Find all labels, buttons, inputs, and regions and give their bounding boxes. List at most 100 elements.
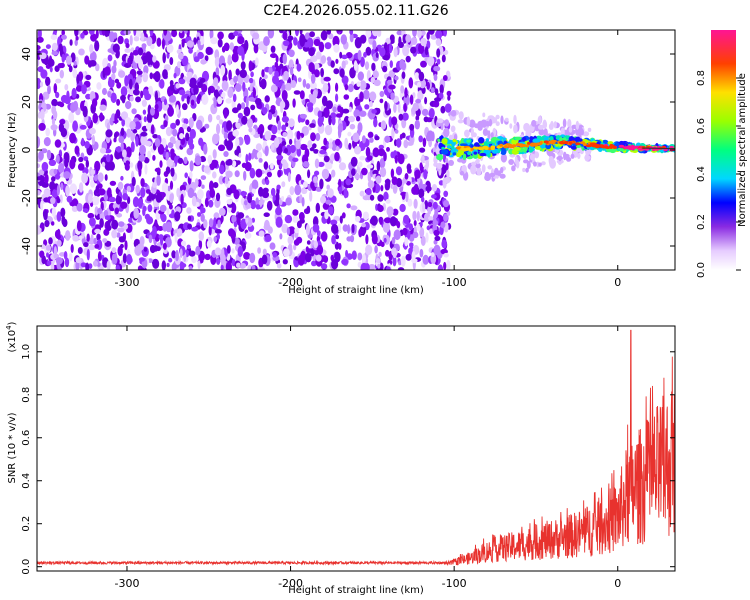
noise-blob (363, 51, 367, 58)
noise-blob (46, 149, 52, 160)
noise-blob (133, 89, 140, 96)
noise-blob (225, 98, 232, 104)
noise-blob (357, 71, 364, 81)
signal-core (570, 145, 577, 150)
noise-blob (435, 30, 443, 39)
noise-blob (93, 237, 97, 245)
y-tick-label: -40 (20, 237, 33, 255)
signal-peak (474, 146, 480, 150)
noise-blob (404, 237, 409, 247)
signal-halo (468, 119, 476, 128)
noise-blob (87, 193, 93, 204)
noise-blob (258, 230, 265, 237)
noise-blob (337, 123, 344, 133)
noise-blob (377, 194, 384, 202)
noise-blob (325, 199, 332, 205)
noise-blob (235, 83, 242, 92)
y-tick-label: 0.6 (21, 430, 32, 446)
colorbar: 0.0 0.2 0.4 0.6 0.8 Normalized spectral ampl… (696, 30, 748, 278)
noise-blob (409, 123, 415, 131)
noise-blob (288, 118, 295, 128)
noise-blob (197, 51, 204, 60)
noise-blob (307, 169, 311, 179)
noise-blob (397, 267, 405, 270)
noise-blob (330, 60, 335, 68)
noise-blob (37, 66, 44, 73)
noise-blob (273, 137, 280, 149)
noise-blob (333, 43, 340, 53)
noise-blob (48, 237, 53, 245)
noise-blob (148, 191, 153, 202)
noise-blob (398, 36, 402, 46)
noise-blob (308, 93, 313, 100)
noise-blob (120, 201, 128, 209)
noise-blob (152, 258, 160, 269)
noise-blob (98, 188, 106, 196)
noise-blob (347, 131, 352, 137)
noise-blob (371, 234, 378, 245)
noise-blob (335, 113, 343, 118)
noise-blob (90, 33, 98, 42)
y-tick-label: 1.0 (21, 344, 32, 360)
signal-peak (579, 141, 586, 145)
noise-blob (65, 154, 70, 164)
noise-blob (116, 232, 121, 238)
signal-halo (466, 116, 471, 127)
signal-peak (559, 141, 566, 145)
signal-halo (509, 123, 513, 129)
noise-blob (68, 252, 73, 262)
signal-core (528, 147, 534, 153)
noise-blob (270, 143, 275, 151)
noise-blob (237, 112, 243, 119)
noise-blob (134, 55, 142, 64)
noise-blob (264, 234, 272, 242)
noise-blob (309, 123, 316, 128)
noise-blob (104, 174, 108, 181)
noise-blob (41, 161, 49, 172)
signal-halo (500, 167, 504, 174)
noise-blob (341, 212, 346, 219)
noise-blob (412, 231, 419, 239)
noise-blob (94, 206, 99, 216)
noise-blob (360, 262, 368, 270)
noise-blob (120, 142, 124, 152)
noise-blob (289, 144, 296, 154)
noise-blob (268, 66, 273, 75)
noise-blob (288, 59, 294, 70)
noise-blob (55, 78, 62, 84)
noise-blob (81, 84, 87, 95)
noise-blob (443, 213, 449, 222)
noise-blob (51, 50, 59, 56)
noise-blob (221, 46, 226, 53)
noise-blob (245, 217, 249, 224)
noise-blob (442, 200, 450, 208)
noise-blob (158, 234, 164, 240)
noise-blob (205, 46, 213, 56)
noise-blob (139, 144, 147, 156)
signal-core (540, 144, 546, 149)
noise-blob (119, 243, 124, 249)
noise-blob (326, 56, 332, 62)
noise-blob (50, 124, 58, 131)
noise-blob (120, 127, 125, 136)
noise-blob (371, 109, 377, 114)
signal-core (447, 145, 452, 149)
noise-blob (143, 30, 147, 34)
noise-blob (51, 207, 57, 218)
noise-blob (407, 198, 413, 207)
noise-blob (421, 196, 425, 203)
noise-blob (377, 148, 386, 157)
noise-blob (183, 156, 188, 165)
noise-blob (414, 72, 420, 80)
noise-blob (335, 234, 340, 240)
signal-peak (527, 141, 531, 145)
signal-peak (487, 147, 493, 151)
noise-blob (257, 247, 261, 254)
noise-blob (124, 163, 130, 171)
colorbar-ticks: 0.0 0.2 0.4 0.6 0.8 (696, 70, 741, 278)
noise-blob (56, 197, 61, 204)
signal-halo (575, 120, 580, 130)
signal-core (532, 138, 541, 143)
noise-blob (179, 30, 183, 34)
noise-blob (244, 200, 248, 206)
